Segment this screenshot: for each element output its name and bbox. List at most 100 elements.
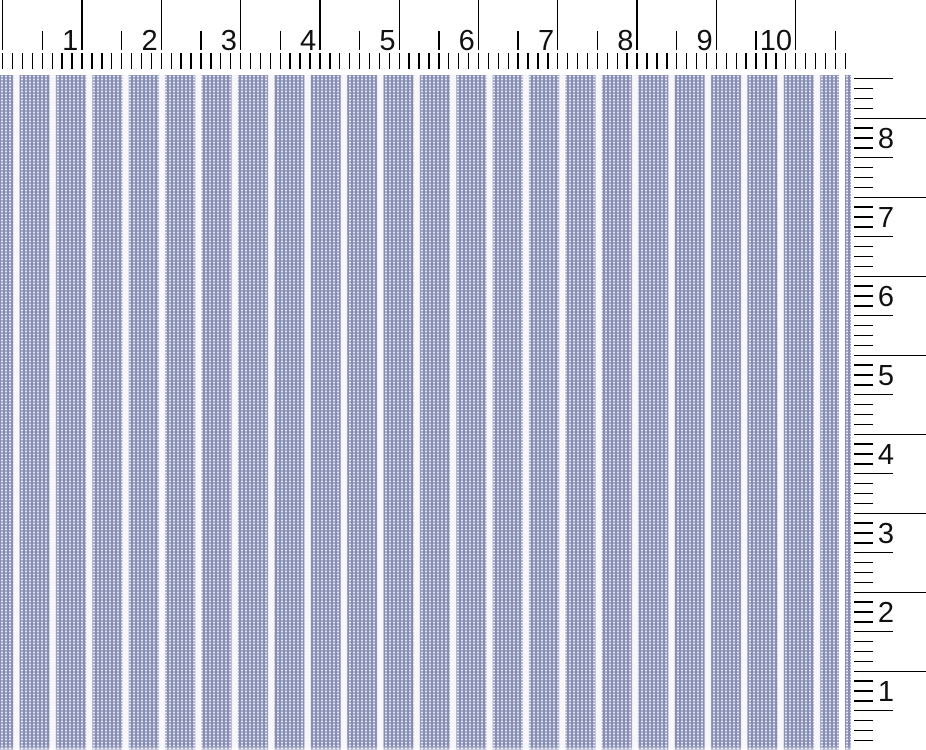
eighth-inch-tick <box>547 52 549 69</box>
eighth-inch-tick <box>735 52 737 69</box>
eighth-inch-tick <box>854 305 873 307</box>
half-inch-tick <box>755 31 757 50</box>
inch-number: 7 <box>877 202 895 234</box>
eighth-inch-tick <box>854 423 873 426</box>
eighth-inch-tick <box>854 640 873 643</box>
eighth-inch-tick <box>567 52 569 69</box>
eighth-inch-tick <box>854 403 873 406</box>
eighth-inch-tick <box>854 374 873 376</box>
eighth-inch-tick <box>180 52 182 69</box>
eighth-inch-tick <box>497 52 500 69</box>
half-inch-tick <box>438 31 440 50</box>
eighth-inch-tick <box>636 52 638 69</box>
eighth-inch-tick <box>854 502 873 505</box>
eighth-inch-tick <box>854 631 873 633</box>
eighth-inch-tick <box>854 117 873 119</box>
eighth-inch-tick <box>854 522 873 524</box>
eighth-inch-tick <box>854 413 873 416</box>
inch-tick <box>319 0 321 50</box>
eighth-inch-tick <box>448 52 450 69</box>
half-inch-tick <box>596 31 599 50</box>
eighth-inch-tick <box>854 394 873 396</box>
eighth-inch-tick <box>477 52 480 69</box>
eighth-inch-tick <box>626 52 628 69</box>
eighth-inch-tick <box>457 52 460 69</box>
eighth-inch-tick <box>279 52 281 69</box>
eighth-inch-tick <box>854 196 873 198</box>
eighth-inch-tick <box>854 433 873 435</box>
eighth-inch-tick <box>854 107 873 110</box>
inch-number: 1 <box>62 25 79 57</box>
half-inch-tick <box>279 31 281 50</box>
eighth-inch-tick <box>854 443 873 445</box>
eighth-inch-tick <box>319 52 321 69</box>
eighth-inch-tick <box>368 52 371 69</box>
inch-number: 4 <box>300 25 317 57</box>
eighth-inch-tick <box>814 52 817 69</box>
inch-tick <box>81 0 83 50</box>
eighth-inch-tick <box>31 52 34 69</box>
eighth-inch-tick <box>854 295 873 297</box>
eighth-inch-tick <box>378 52 381 69</box>
eighth-inch-tick <box>239 52 242 69</box>
eighth-inch-tick <box>854 78 873 80</box>
half-inch-tick <box>834 31 837 50</box>
eighth-inch-tick <box>854 97 873 100</box>
inch-tick <box>795 0 797 50</box>
eighth-inch-tick <box>705 52 708 69</box>
eighth-inch-tick <box>854 670 873 672</box>
inch-tick <box>854 433 926 435</box>
fabric-bottom-edge <box>0 746 851 750</box>
eighth-inch-tick <box>854 186 873 189</box>
inch-number: 4 <box>877 439 895 471</box>
inch-number: 6 <box>458 25 475 57</box>
eighth-inch-tick <box>854 166 873 169</box>
eighth-inch-tick <box>854 690 873 692</box>
eighth-inch-tick <box>249 52 252 69</box>
eighth-inch-tick <box>854 463 873 465</box>
eighth-inch-tick <box>81 52 83 69</box>
eighth-inch-tick <box>358 52 361 69</box>
eighth-inch-tick <box>666 52 668 69</box>
inch-tick <box>854 354 926 356</box>
eighth-inch-tick <box>21 52 24 69</box>
eighth-inch-tick <box>229 52 232 69</box>
inch-number: 6 <box>877 281 895 313</box>
eighth-inch-tick <box>785 52 787 69</box>
eighth-inch-tick <box>586 52 589 69</box>
eighth-inch-tick <box>854 729 873 732</box>
eighth-inch-tick <box>190 52 192 69</box>
eighth-inch-tick <box>140 52 143 69</box>
eighth-inch-tick <box>854 710 873 712</box>
eighth-inch-tick <box>715 52 718 69</box>
inch-number: 8 <box>617 25 634 57</box>
eighth-inch-tick <box>854 285 873 287</box>
eighth-inch-tick <box>854 532 873 534</box>
inch-number: 8 <box>877 123 895 155</box>
eighth-inch-tick <box>844 52 846 69</box>
eighth-inch-tick <box>596 52 599 69</box>
eighth-inch-tick <box>527 52 529 69</box>
eighth-inch-tick <box>428 52 430 69</box>
eighth-inch-tick <box>854 660 873 663</box>
half-inch-tick <box>676 31 678 50</box>
eighth-inch-tick <box>804 52 807 69</box>
eighth-inch-tick <box>854 601 873 603</box>
eighth-inch-tick <box>388 52 390 69</box>
inch-tick <box>636 0 638 50</box>
inch-number: 5 <box>877 360 895 392</box>
eighth-inch-tick <box>854 255 873 258</box>
eighth-inch-tick <box>854 157 873 159</box>
eighth-inch-tick <box>11 52 14 69</box>
eighth-inch-tick <box>854 561 873 564</box>
inch-number: 2 <box>141 25 158 57</box>
eighth-inch-tick <box>854 739 873 742</box>
eighth-inch-tick <box>854 275 873 277</box>
eighth-inch-tick <box>854 453 873 455</box>
eighth-inch-tick <box>487 52 490 69</box>
eighth-inch-tick <box>854 719 873 722</box>
eighth-inch-tick <box>854 542 873 544</box>
eighth-inch-tick <box>695 52 698 69</box>
inch-tick <box>854 591 926 593</box>
